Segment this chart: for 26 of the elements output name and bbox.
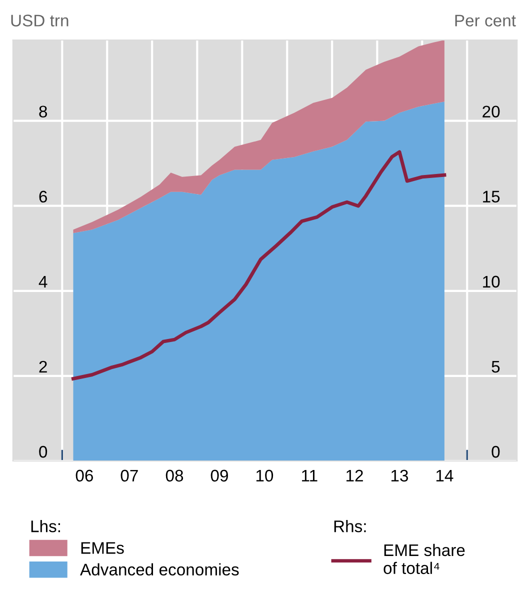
text: Lhs: <box>31 520 60 532</box>
x-tick-label: 09 <box>210 470 228 482</box>
y-tick-label: 2 <box>39 360 47 372</box>
x-tick-label: 06 <box>76 470 93 482</box>
y2-tick-label: 5 <box>492 361 500 373</box>
y2-tick-label: 15 <box>483 190 500 203</box>
text: Rhs: <box>334 520 366 532</box>
x-tick-label: 07 <box>120 470 138 482</box>
y2-axis-title: Per cent <box>455 14 516 26</box>
x-tick-label: 11 <box>302 470 318 482</box>
x-tick-label: 12 <box>346 470 363 482</box>
y-tick-label: 6 <box>39 190 47 203</box>
y2-tick-label: 10 <box>483 276 500 288</box>
x-tick-label: 10 <box>256 470 274 482</box>
y-tick-label: 8 <box>39 106 47 118</box>
y-tick-label: 0 <box>39 446 48 458</box>
y-tick-label: 4 <box>38 276 48 288</box>
x-tick-label: 13 <box>391 470 408 482</box>
x-tick-label: 08 <box>166 470 184 482</box>
legend-label: EMEs <box>81 542 124 554</box>
legend-label: Advanced economies <box>80 563 239 576</box>
y-axis-title: USD trn <box>11 14 68 26</box>
x-tick-label: 14 <box>436 470 454 482</box>
y2-tick-label: 0 <box>492 446 500 458</box>
legend-label: EME share of total⁴ <box>384 544 465 574</box>
y2-tick-label: 20 <box>482 106 500 118</box>
